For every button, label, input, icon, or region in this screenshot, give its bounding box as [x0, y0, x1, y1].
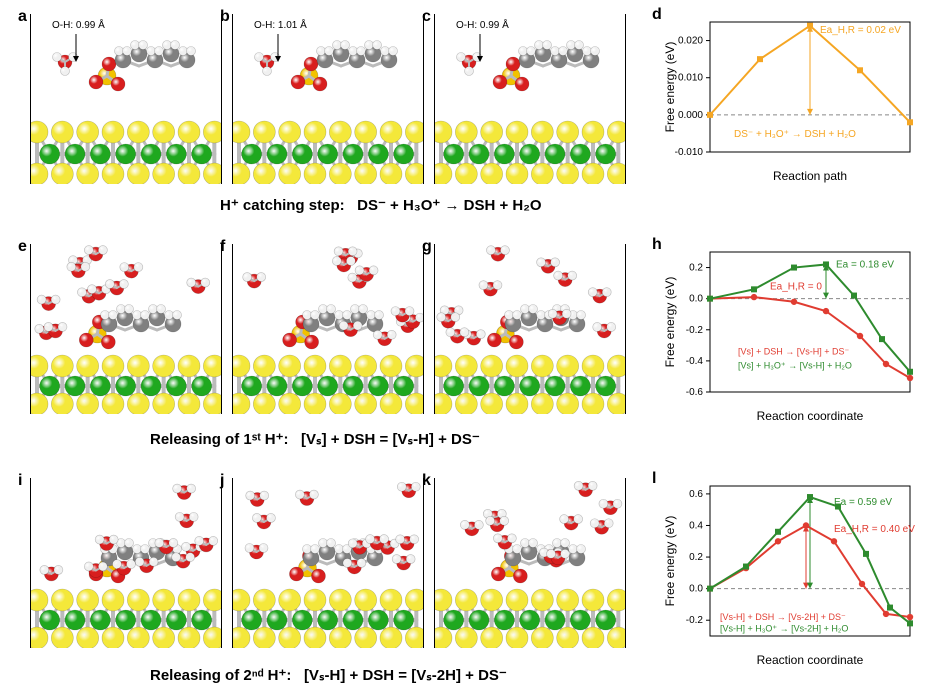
panel-label: b	[220, 8, 230, 26]
svg-text:DS⁻ + H₃O⁺ → DSH + H₂O: DS⁻ + H₃O⁺ → DSH + H₂O	[734, 129, 856, 140]
panel-label: a	[18, 8, 27, 26]
svg-text:[Vs-H] + H₃O⁺ → [Vs-2H] + H₂O: [Vs-H] + H₃O⁺ → [Vs-2H] + H₂O	[720, 623, 848, 633]
row-caption: H⁺ catching step: DS⁻ + H₃O⁺ → DSH + H₂O	[220, 196, 542, 214]
svg-text:Free energy (eV): Free energy (eV)	[663, 277, 677, 368]
svg-text:-0.2: -0.2	[686, 615, 704, 626]
chart-d: -0.010 0.000 0.010 0.020 Ea_H,R = 0.02 eV DS⁻…	[660, 8, 920, 188]
svg-text:-0.4: -0.4	[686, 356, 704, 367]
sim-panel-c	[434, 14, 626, 184]
chart-l: -0.2 0.0 0.2 0.4 0.6 Ea = 0.59 eV Ea_H,R = 0.4…	[660, 472, 920, 672]
svg-text:0.6: 0.6	[689, 489, 703, 500]
svg-text:0.000: 0.000	[678, 110, 703, 121]
oh-distance-label: O-H: 0.99 Å	[456, 20, 509, 31]
svg-text:[Vs] + DSH → [Vs-H] + DS⁻: [Vs] + DSH → [Vs-H] + DS⁻	[738, 347, 850, 357]
svg-text:0.020: 0.020	[678, 36, 703, 47]
panel-label: f	[220, 238, 225, 256]
svg-text:Ea = 0.59 eV: Ea = 0.59 eV	[834, 497, 892, 508]
sim-panel-g	[434, 244, 626, 414]
svg-text:0.2: 0.2	[689, 552, 703, 563]
svg-text:Ea_H,R = 0.40 eV: Ea_H,R = 0.40 eV	[834, 524, 915, 535]
svg-text:Ea_H,R = 0.02 eV: Ea_H,R = 0.02 eV	[820, 25, 901, 36]
svg-text:Reaction coordinate: Reaction coordinate	[757, 653, 864, 667]
sim-panel-a	[30, 14, 222, 184]
panel-label: j	[220, 472, 224, 490]
sim-panel-i	[30, 478, 222, 648]
oh-distance-label: O-H: 1.01 Å	[254, 20, 307, 31]
panel-label: g	[422, 238, 432, 256]
svg-text:-0.6: -0.6	[686, 387, 704, 398]
svg-text:0.010: 0.010	[678, 73, 703, 84]
row-caption: Releasing of 1ˢᵗ H⁺: [Vₛ] + DSH = [Vₛ-H]…	[150, 430, 480, 448]
sim-panel-b	[232, 14, 424, 184]
row-caption: Releasing of 2ⁿᵈ H⁺: [Vₛ-H] + DSH = [Vₛ-…	[150, 666, 507, 684]
svg-text:Ea_H,R = 0: Ea_H,R = 0	[770, 281, 822, 292]
svg-text:0.2: 0.2	[689, 263, 703, 274]
svg-text:[Vs-H] + DSH → [Vs-2H] + DS⁻: [Vs-H] + DSH → [Vs-2H] + DS⁻	[720, 612, 846, 622]
svg-text:-0.2: -0.2	[686, 325, 704, 336]
sim-panel-e	[30, 244, 222, 414]
panel-label: l	[652, 470, 656, 488]
sim-panel-j	[232, 478, 424, 648]
svg-text:0.0: 0.0	[689, 294, 703, 305]
svg-text:0.4: 0.4	[689, 520, 703, 531]
panel-label: e	[18, 238, 27, 256]
sim-panel-f	[232, 244, 424, 414]
svg-text:Reaction coordinate: Reaction coordinate	[757, 409, 864, 423]
svg-text:0.0: 0.0	[689, 584, 703, 595]
chart-h: -0.6 -0.4 -0.2 0.0 0.2 Ea = 0.18 eV Ea_H,R = 0…	[660, 238, 920, 428]
svg-text:Free energy (eV): Free energy (eV)	[663, 516, 677, 607]
panel-label: i	[18, 472, 22, 490]
svg-text:Ea = 0.18 eV: Ea = 0.18 eV	[836, 260, 894, 271]
panel-label: c	[422, 8, 431, 26]
svg-text:Free energy (eV): Free energy (eV)	[663, 42, 677, 133]
oh-distance-label: O-H: 0.99 Å	[52, 20, 105, 31]
sim-panel-k	[434, 478, 626, 648]
svg-text:-0.010: -0.010	[675, 147, 704, 158]
panel-label: k	[422, 472, 431, 490]
svg-text:Reaction path: Reaction path	[773, 169, 847, 183]
svg-text:[Vs] + H₃O⁺ → [Vs-H] + H₂O: [Vs] + H₃O⁺ → [Vs-H] + H₂O	[738, 361, 852, 371]
